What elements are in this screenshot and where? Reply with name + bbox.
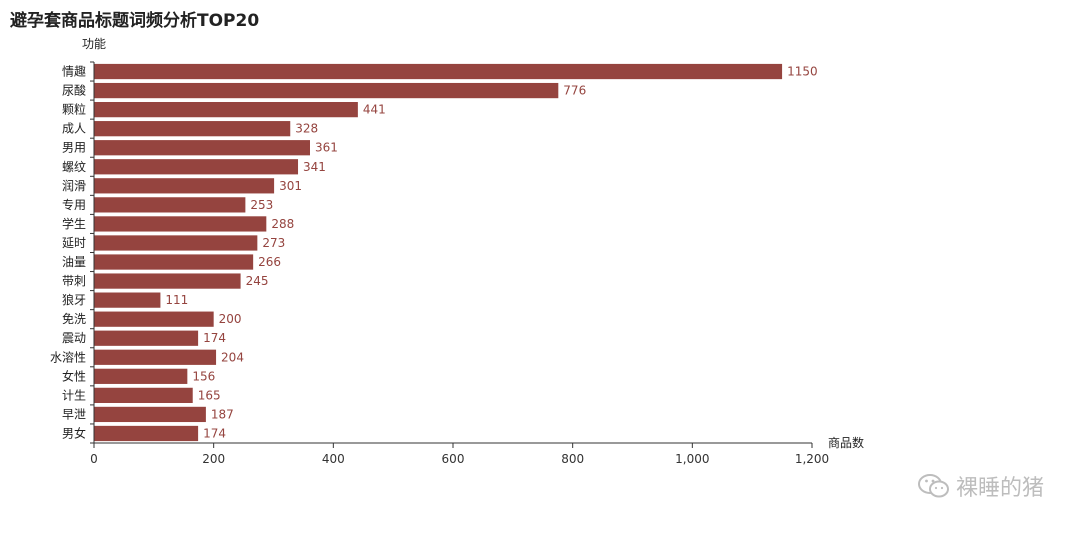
chart-title: 避孕套商品标题词频分析TOP20	[10, 11, 260, 31]
category-label: 男用	[62, 141, 86, 155]
category-label: 情趣	[62, 64, 86, 79]
x-tick-label: 400	[322, 452, 345, 466]
bar	[94, 121, 291, 137]
bar	[94, 140, 310, 156]
data-label: 776	[563, 84, 586, 98]
data-label: 156	[192, 369, 215, 383]
data-label: 273	[262, 236, 285, 250]
bar	[94, 197, 246, 213]
bar	[94, 387, 193, 403]
data-label: 245	[246, 274, 269, 288]
category-label: 学生	[62, 216, 86, 231]
category-label: 女性	[62, 368, 86, 383]
bar	[94, 292, 161, 308]
category-label: 螺纹	[62, 160, 86, 174]
x-tick-label: 1,200	[795, 452, 829, 466]
data-label: 361	[315, 141, 338, 155]
category-label: 水溶性	[50, 349, 86, 364]
category-label: 男女	[62, 425, 86, 440]
data-label: 288	[271, 217, 294, 231]
bar	[94, 425, 199, 442]
bar	[94, 102, 358, 118]
x-tick-label: 0	[90, 452, 98, 466]
bar	[94, 235, 258, 251]
category-label: 颗粒	[62, 102, 86, 117]
x-axis-label: 商品数	[828, 435, 864, 450]
category-label: 油量	[62, 255, 86, 269]
category-label: 成人	[62, 122, 86, 136]
data-label: 441	[363, 103, 386, 117]
x-tick-label: 800	[561, 452, 584, 466]
bar	[94, 273, 241, 289]
category-label: 狼牙	[62, 292, 86, 307]
bar	[94, 63, 783, 80]
category-label: 带刺	[62, 274, 86, 288]
data-label: 1150	[787, 65, 818, 79]
wechat-icon	[917, 474, 949, 498]
bar	[94, 216, 267, 232]
category-label: 震动	[62, 331, 86, 345]
data-label: 165	[198, 388, 221, 402]
watermark: 裸睡的猪	[917, 470, 1044, 502]
data-label: 253	[250, 198, 273, 212]
bar	[94, 82, 559, 99]
category-label: 尿酸	[62, 83, 86, 98]
data-label: 341	[303, 160, 326, 174]
bar	[94, 349, 217, 365]
y-axis-label: 功能	[82, 37, 106, 51]
bar	[94, 178, 275, 194]
x-tick-label: 600	[442, 452, 465, 466]
bar	[94, 254, 254, 270]
data-label: 174	[203, 331, 226, 345]
category-label: 延时	[62, 236, 86, 250]
bar	[94, 311, 214, 327]
data-label: 266	[258, 255, 281, 269]
category-label: 免洗	[62, 311, 86, 326]
category-label: 专用	[62, 197, 86, 212]
data-label: 328	[295, 122, 318, 136]
category-label: 早泄	[62, 407, 86, 421]
bar	[94, 330, 199, 346]
bar	[94, 406, 206, 423]
data-label: 204	[221, 350, 244, 364]
data-label: 200	[219, 312, 242, 326]
bar	[94, 159, 299, 175]
data-label: 301	[279, 179, 302, 193]
category-label: 计生	[62, 388, 86, 402]
category-label: 润滑	[62, 179, 86, 193]
data-label: 187	[211, 407, 234, 421]
x-tick-label: 1,000	[675, 452, 709, 466]
x-tick-label: 200	[202, 452, 225, 466]
bar	[94, 368, 188, 384]
watermark-text: 裸睡的猪	[955, 476, 1044, 501]
data-label: 174	[203, 426, 226, 440]
data-label: 111	[165, 293, 188, 307]
